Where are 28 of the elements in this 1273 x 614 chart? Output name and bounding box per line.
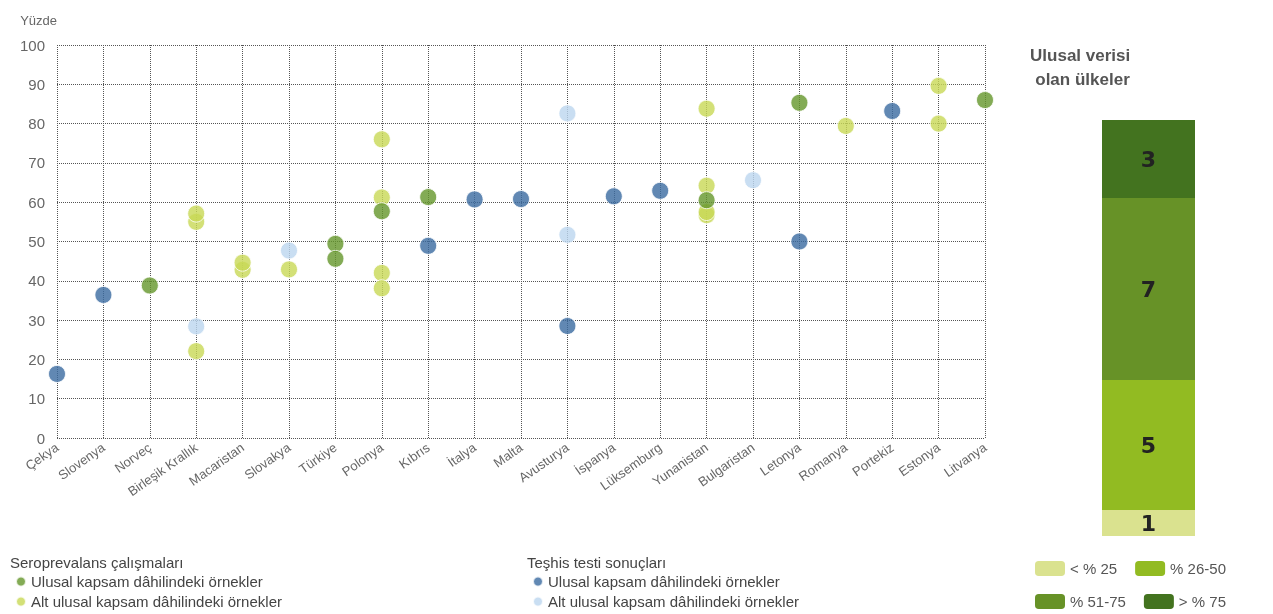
y-tick-label: 80 <box>28 115 45 133</box>
legend-label: Alt ulusal kapsam dâhilindeki örnekler <box>548 593 799 610</box>
data-label: 1 <box>1140 510 1157 536</box>
y-tick-label: 40 <box>28 272 45 290</box>
legend-label: Alt ulusal kapsam dâhilindeki örnekler <box>31 593 282 610</box>
legend-label: > % 75 <box>1178 593 1226 610</box>
y-tick-label: 30 <box>28 311 45 329</box>
data-label: 5 <box>1140 432 1157 458</box>
legend-label: Ulusal kapsam dâhilindeki örnekler <box>31 573 263 590</box>
y-axis-title: Yüzde <box>20 13 57 28</box>
legend-label: Ulusal kapsam dâhilindeki örnekler <box>548 573 780 590</box>
legend-label: < % 25 <box>1070 560 1118 577</box>
y-tick-label: 90 <box>28 75 45 93</box>
y-tick-label: 70 <box>28 154 45 172</box>
legend-label: % 26-50 <box>1170 560 1226 577</box>
y-tick-label: 10 <box>28 390 45 408</box>
y-tick-label: 20 <box>28 350 45 368</box>
text: Teşhis testi sonuçları <box>527 554 667 571</box>
legend-label: % 51-75 <box>1070 593 1126 610</box>
y-tick-label: 0 <box>36 429 45 447</box>
y-tick-label: 100 <box>19 36 45 54</box>
data-label: 7 <box>1140 276 1157 302</box>
x-tick-label: İtalya <box>444 439 480 470</box>
text: Seroprevalans çalışmaları <box>10 554 184 571</box>
data-label: 3 <box>1140 146 1157 172</box>
y-tick-label: 60 <box>28 193 45 211</box>
y-tick-label: 50 <box>28 233 45 250</box>
chart-title: Ulusal verisi olan ülkeler <box>1030 45 1135 89</box>
